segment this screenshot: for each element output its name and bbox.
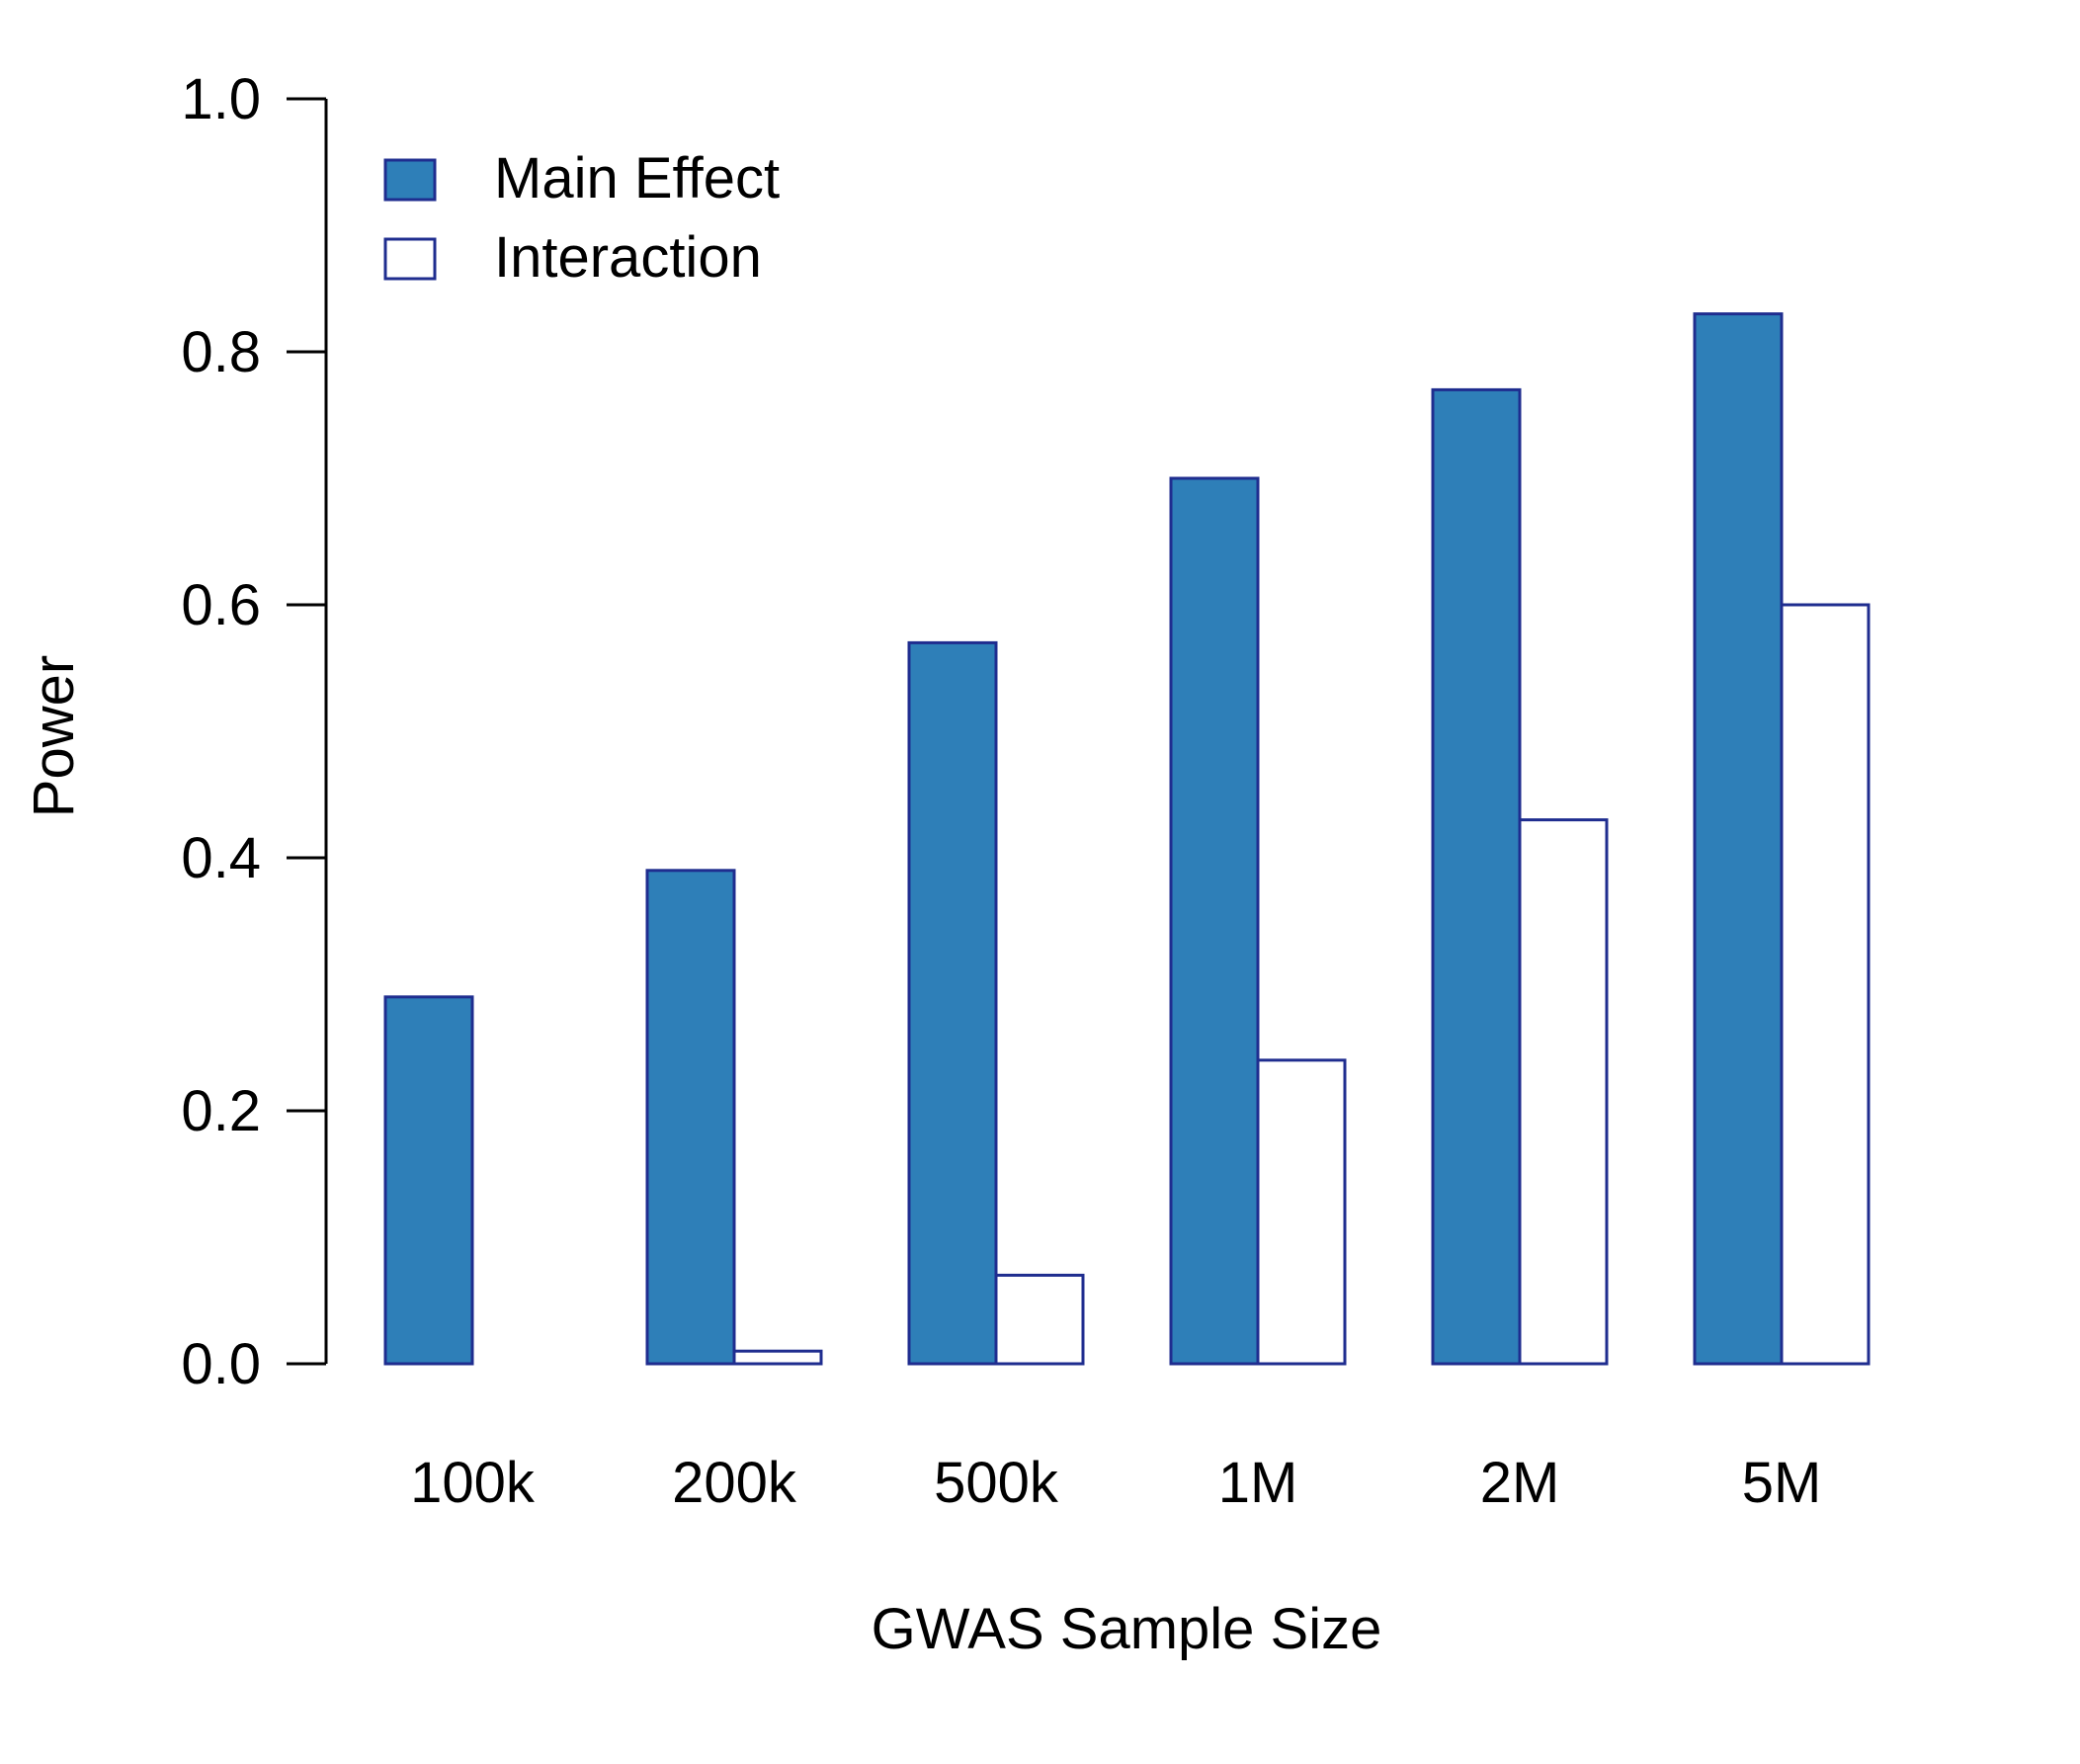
bar-main-effect-5m <box>1693 312 1784 1366</box>
x-tick-label: 500k <box>934 1451 1059 1515</box>
bar-main-effect-500k <box>907 640 998 1366</box>
bar-interaction-2m <box>1518 818 1609 1366</box>
bar-interaction-500k <box>994 1273 1085 1366</box>
x-tick-label: 1M <box>1218 1451 1298 1515</box>
legend-label: Interaction <box>494 225 762 290</box>
bar-main-effect-2m <box>1431 387 1522 1366</box>
y-tick-label: 1.0 <box>181 67 261 131</box>
x-tick-label: 5M <box>1742 1451 1822 1515</box>
y-tick-label: 0.2 <box>181 1079 261 1143</box>
x-axis-label: GWAS Sample Size <box>872 1597 1382 1661</box>
x-tick-label: 100k <box>410 1451 536 1515</box>
y-tick-label: 0.8 <box>181 320 261 384</box>
bar-main-effect-1m <box>1169 476 1260 1366</box>
bar-main-effect-200k <box>645 869 736 1366</box>
y-axis-label: Power <box>22 655 86 817</box>
y-tick-label: 0.4 <box>181 826 261 890</box>
bar-group <box>383 312 1871 1366</box>
bar-interaction-200k <box>732 1349 823 1366</box>
y-axis: 0.0 0.2 0.4 0.6 0.8 1.0 <box>181 67 328 1396</box>
x-tick-label: 2M <box>1480 1451 1560 1515</box>
x-tick-label: 200k <box>672 1451 797 1515</box>
legend-swatch <box>383 237 437 281</box>
bar-main-effect-100k <box>383 995 474 1366</box>
y-tick-label: 0.6 <box>181 573 261 637</box>
bar-interaction-5m <box>1780 603 1871 1366</box>
bar-interaction-1m <box>1256 1058 1347 1366</box>
legend-label: Main Effect <box>494 146 780 210</box>
legend-swatch <box>383 158 437 202</box>
y-tick-label: 0.0 <box>181 1332 261 1396</box>
legend: Main Effect Interaction <box>383 146 780 290</box>
x-tick-labels: 100k 200k 500k 1M 2M 5M <box>410 1451 1821 1515</box>
